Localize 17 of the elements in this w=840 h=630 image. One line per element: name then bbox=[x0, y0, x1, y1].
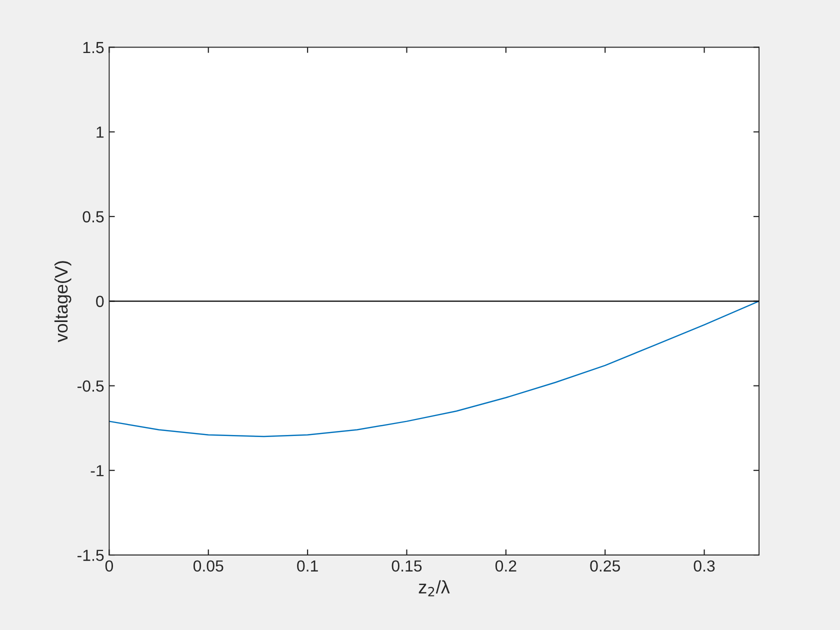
x-tick-label: 0.15 bbox=[392, 560, 422, 572]
y-tick-label: 0 bbox=[96, 296, 104, 308]
x-tick-label: 0.25 bbox=[590, 560, 620, 572]
x-tick-label: 0.05 bbox=[193, 560, 224, 572]
y-tick-label: 1 bbox=[96, 126, 104, 138]
x-axis-title: z$_{2}$/λ bbox=[418, 580, 450, 596]
y-axis-title: voltage(V) bbox=[54, 261, 72, 342]
y-tick-label: -0.5 bbox=[78, 380, 104, 392]
x-tick-label: 0 bbox=[105, 560, 114, 572]
y-tick-label: -1 bbox=[90, 465, 104, 476]
y-tick-label: 0.5 bbox=[82, 211, 104, 222]
line-series bbox=[109, 300, 760, 438]
x-tick-label: 0.3 bbox=[694, 560, 715, 572]
x-tick-label: 0.1 bbox=[297, 560, 318, 572]
x-tick-label: 0.2 bbox=[495, 560, 516, 572]
y-tick-label: -1.5 bbox=[78, 550, 104, 561]
y-tick-label: 1.5 bbox=[83, 42, 104, 54]
